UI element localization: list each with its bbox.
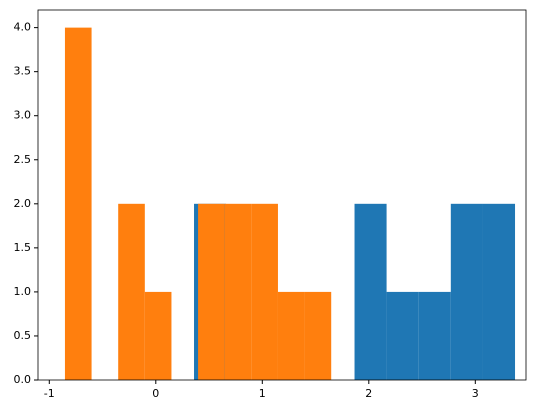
y-tick-label: 3.5 xyxy=(14,65,32,78)
y-tick-label: 2.5 xyxy=(14,153,32,166)
bar xyxy=(251,203,278,380)
x-tick-label: -1 xyxy=(44,387,55,400)
bar xyxy=(198,203,225,380)
bar xyxy=(418,291,451,380)
x-tick-label: 3 xyxy=(472,387,479,400)
y-tick-label: 2.0 xyxy=(14,197,32,210)
x-tick-label: 0 xyxy=(152,387,159,400)
bar xyxy=(64,27,92,380)
bar xyxy=(482,203,516,380)
y-tick-label: 1.5 xyxy=(14,241,32,254)
bar xyxy=(450,203,483,380)
x-tick-label: 2 xyxy=(365,387,372,400)
bar xyxy=(277,291,305,380)
y-tick-label: 4.0 xyxy=(14,21,32,34)
bar xyxy=(354,203,387,380)
x-tick-label: 1 xyxy=(259,387,266,400)
y-tick-label: 3.0 xyxy=(14,109,32,122)
y-tick-label: 1.0 xyxy=(14,285,32,298)
bar xyxy=(386,291,419,380)
y-tick-label: 0.5 xyxy=(14,329,32,342)
bar xyxy=(224,203,252,380)
y-tick-label: 0.0 xyxy=(14,373,32,386)
plot-frame xyxy=(37,9,527,381)
bar xyxy=(304,291,332,380)
bar xyxy=(144,291,172,380)
bar xyxy=(118,203,145,380)
